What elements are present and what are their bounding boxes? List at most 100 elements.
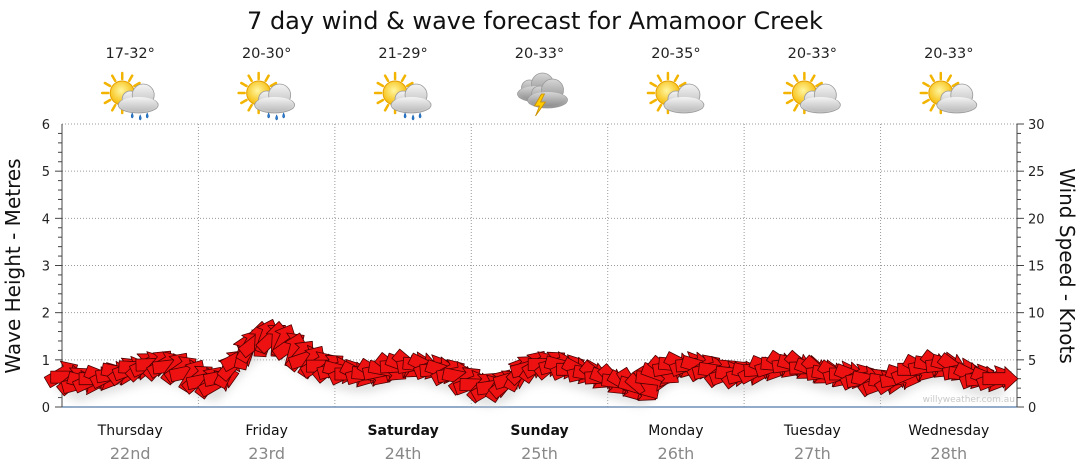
sun-cloud-rain-icon xyxy=(237,71,296,121)
day-date: 23rd xyxy=(248,444,285,463)
sun-ray xyxy=(103,81,112,88)
left-tick-label: 0 xyxy=(42,401,50,416)
sun-ray xyxy=(269,81,278,88)
sun-ray xyxy=(678,81,687,88)
rain-drop xyxy=(138,114,142,121)
rain-drop xyxy=(411,114,415,121)
left-tick-label: 3 xyxy=(42,260,50,275)
cloud-shape xyxy=(390,83,432,114)
wind-arrow-shape xyxy=(982,365,1019,392)
watermark: willyweather.com.au xyxy=(923,395,1015,405)
day-temp: 20-33° xyxy=(788,46,837,62)
day-name: Wednesday xyxy=(908,423,989,439)
day-temp: 21-29° xyxy=(378,46,427,62)
day-column: 17-32° Thursday 22nd xyxy=(97,46,163,463)
sun-ray xyxy=(922,98,930,105)
cloud-fill xyxy=(392,97,431,111)
sun-ray xyxy=(922,81,930,88)
sun-ray xyxy=(649,98,658,105)
chart-title: 7 day wind & wave forecast for Amamoor C… xyxy=(247,7,823,35)
day-name: Saturday xyxy=(367,423,438,439)
cloud-shape xyxy=(254,83,296,114)
wind-arrows xyxy=(43,318,1019,404)
left-tick-label: 4 xyxy=(42,212,50,227)
sun-ray xyxy=(400,74,407,83)
day-column: 20-30° Friday 23rd xyxy=(237,46,296,463)
day-name: Monday xyxy=(648,423,703,439)
sun-ray xyxy=(405,81,414,88)
sun-ray xyxy=(383,74,390,83)
day-temp: 17-32° xyxy=(106,46,155,62)
cloud-shape xyxy=(936,83,978,114)
sun-ray xyxy=(946,74,953,83)
left-tick-label: 6 xyxy=(42,118,50,133)
cloud-fill xyxy=(119,97,158,111)
right-tick-label: 0 xyxy=(1028,401,1036,416)
left-axis: 0 1 2 3 4 5 6 xyxy=(42,118,63,416)
day-temp: 20-35° xyxy=(651,46,700,62)
rain-drop xyxy=(130,112,134,119)
left-tick-label: 2 xyxy=(42,307,50,322)
rain-drop xyxy=(267,112,270,119)
cloud-shape xyxy=(117,83,159,114)
rain-drop xyxy=(145,112,149,119)
sun-ray xyxy=(815,81,823,88)
sun-ray xyxy=(810,74,816,83)
sun-ray xyxy=(785,98,794,105)
day-name: Sunday xyxy=(510,423,568,439)
day-temp: 20-33° xyxy=(515,46,564,62)
day-name: Friday xyxy=(245,423,287,439)
sun-ray xyxy=(383,103,390,112)
sun-ray xyxy=(264,74,270,83)
sun-ray xyxy=(240,81,248,88)
day-column: 20-33° Tuesday 27th xyxy=(783,46,841,463)
rain-drop xyxy=(275,114,278,121)
sun-ray xyxy=(656,74,663,83)
day-columns: 17-32° Thursday 22nd 20-30° Friday 23rd 21-29°… xyxy=(97,46,990,463)
wind-arrow xyxy=(982,365,1019,392)
left-tick-label: 5 xyxy=(42,165,50,180)
day-date: 27th xyxy=(794,444,831,463)
sun-ray xyxy=(793,74,799,83)
sun-ray xyxy=(656,103,663,112)
day-date: 28th xyxy=(930,444,967,463)
sun-ray xyxy=(376,98,385,105)
sun-ray xyxy=(127,74,134,83)
rain-drop xyxy=(282,112,285,119)
day-temp: 20-33° xyxy=(924,46,973,62)
cloud-fill xyxy=(664,97,703,111)
right-tick-label: 10 xyxy=(1028,307,1045,322)
sun-ray xyxy=(793,103,799,112)
sun-ray xyxy=(110,74,117,83)
day-date: 22nd xyxy=(110,444,151,463)
sun-ray xyxy=(929,103,936,112)
sun-ray xyxy=(103,98,112,105)
cloud-fill xyxy=(937,97,976,111)
day-column: 20-33° Sunday 25th xyxy=(510,46,568,463)
sun-ray xyxy=(649,81,658,88)
right-tick-label: 25 xyxy=(1028,165,1045,180)
sun-ray xyxy=(376,81,385,88)
sun-ray xyxy=(673,74,680,83)
right-tick-label: 5 xyxy=(1028,354,1036,369)
sun-cloud-rain-icon xyxy=(100,71,159,121)
right-axis-label: Wind Speed - Knots xyxy=(1055,168,1079,364)
right-tick-label: 30 xyxy=(1028,118,1045,133)
sun-ray xyxy=(785,81,794,88)
cloud-shape xyxy=(663,83,705,114)
sun-ray xyxy=(133,81,141,88)
sun-cloud-icon xyxy=(919,71,978,115)
rain-drop xyxy=(403,112,407,119)
storm-icon xyxy=(517,72,568,117)
day-date: 25th xyxy=(521,444,558,463)
day-name: Tuesday xyxy=(783,423,841,439)
left-tick-label: 1 xyxy=(42,354,50,369)
rain-drop xyxy=(418,112,422,119)
day-column: 21-29° Saturday 24th xyxy=(367,46,438,463)
day-column: 20-33° Wednesday 28th xyxy=(908,46,989,463)
right-axis: 0 5 10 15 20 25 30 xyxy=(1016,118,1045,416)
sun-cloud-icon xyxy=(783,71,841,115)
lightning-bolt xyxy=(533,93,547,117)
day-date: 24th xyxy=(385,444,422,463)
